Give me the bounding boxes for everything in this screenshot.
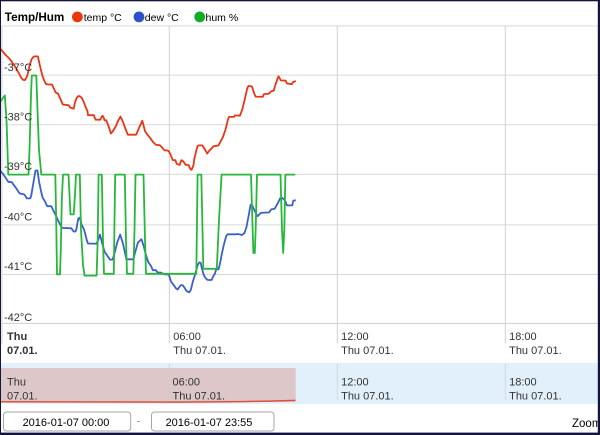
- svg-text:07.01.: 07.01.: [7, 390, 38, 402]
- svg-text:-: -: [137, 416, 141, 428]
- svg-text:12:00: 12:00: [341, 376, 369, 388]
- svg-text:Thu 07.01.: Thu 07.01.: [509, 345, 562, 357]
- svg-text:dew °C: dew °C: [145, 12, 179, 24]
- svg-text:Thu: Thu: [7, 376, 26, 388]
- svg-text:Thu 07.01.: Thu 07.01.: [341, 390, 394, 402]
- svg-text:07.01.: 07.01.: [7, 345, 38, 357]
- svg-text:-42°C: -42°C: [4, 312, 32, 324]
- svg-text:18:00: 18:00: [509, 331, 537, 343]
- svg-text:-39°C: -39°C: [4, 161, 32, 173]
- svg-text:18:00: 18:00: [509, 376, 537, 388]
- svg-text:Thu: Thu: [7, 331, 27, 343]
- svg-text:temp °C: temp °C: [84, 12, 122, 24]
- svg-text:-40°C: -40°C: [4, 212, 32, 224]
- svg-text:Thu 07.01.: Thu 07.01.: [341, 345, 394, 357]
- svg-text:12:00: 12:00: [341, 331, 369, 343]
- svg-text:-37°C: -37°C: [4, 62, 32, 74]
- svg-text:Thu 07.01.: Thu 07.01.: [509, 390, 562, 402]
- svg-text:06:00: 06:00: [173, 331, 201, 343]
- svg-text:hum %: hum %: [206, 12, 239, 24]
- svg-text:Thu 07.01.: Thu 07.01.: [173, 345, 226, 357]
- svg-text:Thu 07.01.: Thu 07.01.: [173, 390, 226, 402]
- svg-text:2016-01-07 23:55: 2016-01-07 23:55: [166, 417, 253, 429]
- svg-text:Zoom: Zoom: [572, 418, 600, 430]
- svg-text:06:00: 06:00: [173, 376, 201, 388]
- svg-text:-41°C: -41°C: [4, 261, 32, 273]
- svg-text:Temp/Hum: Temp/Hum: [5, 11, 65, 24]
- svg-text:2016-01-07 00:00: 2016-01-07 00:00: [23, 417, 110, 429]
- svg-text:-38°C: -38°C: [4, 112, 32, 124]
